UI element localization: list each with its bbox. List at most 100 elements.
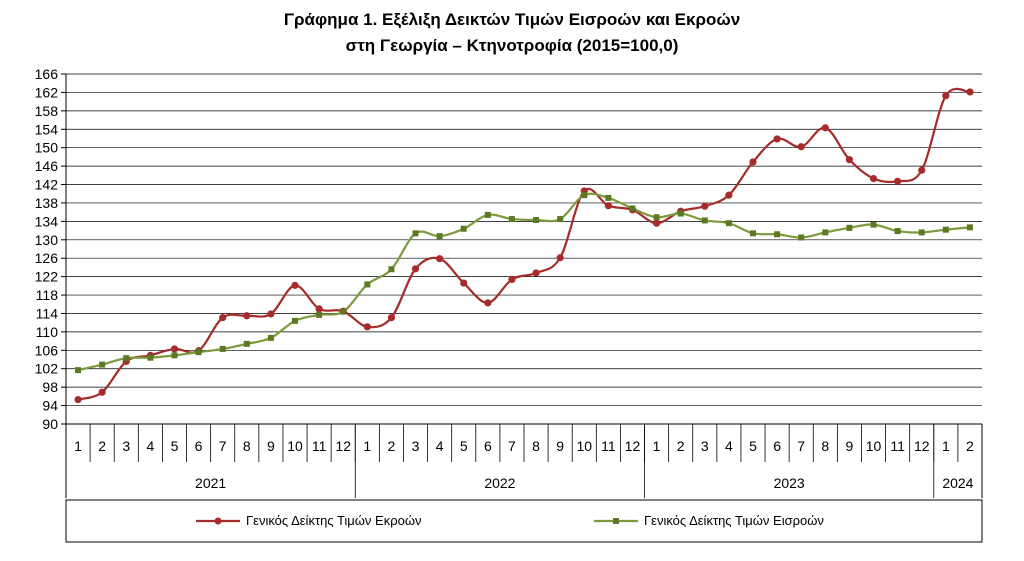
x-tick-label: 12 [625, 438, 641, 454]
y-tick-label: 126 [35, 250, 59, 266]
series-1-point [821, 124, 829, 132]
y-tick-label: 106 [35, 342, 59, 358]
series-1-point [797, 143, 805, 151]
series-2-point [484, 211, 491, 218]
series-1-point [170, 345, 179, 353]
y-tick-label: 150 [35, 140, 59, 156]
series-1-point [532, 269, 540, 277]
series-1-point [918, 166, 926, 174]
year-label: 2021 [195, 475, 226, 491]
series-line-2 [77, 192, 971, 372]
series-1-point [315, 305, 323, 313]
y-tick-label: 138 [35, 195, 59, 211]
x-tick-label: 7 [508, 438, 516, 454]
chart-subtitle: στη Γεωργία – Κτηνοτροφία (2015=100,0) [345, 36, 679, 55]
x-tick-label: 7 [797, 438, 805, 454]
series-1-point [652, 219, 661, 227]
series-1-point [219, 314, 227, 322]
series-1-point [894, 177, 902, 185]
series-2-point [942, 226, 949, 233]
x-tick-label: 5 [749, 438, 757, 454]
x-tick-label: 9 [846, 438, 854, 454]
series-2-point [340, 308, 347, 315]
series-2-point [918, 229, 925, 236]
series-2-point [653, 214, 660, 221]
series-1-point [508, 275, 516, 283]
year-label: 2023 [774, 475, 805, 491]
legend-swatch-outputs-marker [214, 517, 222, 525]
series-1-point [701, 202, 709, 210]
legend-box [65, 499, 983, 543]
x-tick-label: 1 [942, 438, 950, 454]
series-2-point [822, 229, 829, 236]
y-tick-label: 122 [35, 269, 59, 285]
series-2-point [750, 230, 756, 237]
y-tick-label: 142 [35, 177, 59, 193]
year-label: 2024 [942, 475, 973, 491]
series-2-point [701, 217, 708, 224]
axes: 9094981021061101141181221261301341381421… [35, 66, 983, 498]
series-2-point [219, 345, 226, 352]
series-2-point [533, 216, 540, 223]
legend-label-inputs: Γενικός Δείκτης Τιμών Εισροών [644, 513, 824, 528]
x-tick-label: 3 [412, 438, 420, 454]
x-tick-label: 1 [653, 438, 661, 454]
y-tick-label: 94 [42, 398, 58, 414]
x-tick-label: 1 [74, 438, 82, 454]
x-tick-label: 12 [914, 438, 930, 454]
series-2-point [557, 216, 564, 223]
series-2-point [123, 355, 130, 362]
series-1-point [387, 314, 396, 322]
y-tick-label: 146 [35, 158, 59, 174]
series-2-point [436, 233, 443, 240]
x-tick-label: 6 [773, 438, 781, 454]
y-tick-label: 118 [36, 287, 59, 303]
x-tick-label: 5 [171, 438, 179, 454]
series-1-point [869, 174, 878, 183]
y-tick-label: 114 [36, 305, 59, 321]
y-tick-label: 134 [35, 213, 59, 229]
x-tick-label: 3 [122, 438, 130, 454]
x-tick-label: 8 [243, 438, 251, 454]
series-2-point [460, 225, 467, 232]
series-2-point [364, 281, 371, 288]
series-2-point [798, 234, 805, 241]
x-tick-label: 4 [436, 438, 444, 454]
series-2-point [171, 352, 178, 359]
y-tick-label: 102 [35, 361, 59, 377]
series-2-point [605, 194, 612, 201]
series-1-point [604, 202, 612, 210]
series-2-point [508, 216, 515, 223]
x-tick-label: 11 [312, 438, 327, 454]
series-1-point [460, 279, 468, 287]
series-1-point [411, 265, 420, 273]
year-label: 2022 [484, 475, 515, 491]
x-tick-label: 4 [146, 438, 154, 454]
gridlines [66, 73, 982, 425]
series-1-point [556, 254, 564, 262]
series-2-point [725, 220, 732, 227]
x-tick-label: 10 [866, 438, 882, 454]
x-tick-label: 1 [363, 438, 371, 454]
series-2-point [894, 228, 901, 235]
series-2-point [316, 311, 323, 318]
y-tick-label: 130 [35, 232, 59, 248]
x-tick-label: 6 [195, 438, 203, 454]
series-2-point [774, 231, 781, 238]
x-tick-label: 10 [576, 438, 592, 454]
series-2-point [99, 361, 106, 368]
x-tick-label: 12 [335, 438, 351, 454]
y-tick-label: 98 [42, 379, 58, 395]
series-1-point [725, 191, 733, 199]
series-2-point [677, 210, 684, 217]
x-tick-label: 11 [890, 438, 905, 454]
series-2-point [966, 224, 973, 231]
chart-title: Γράφημα 1. Εξέλιξη Δεικτών Τιμών Εισροών… [283, 10, 741, 29]
series-2-point [629, 205, 636, 212]
series-1-point [845, 156, 854, 164]
series-lines [77, 87, 971, 401]
series-1-point [773, 135, 781, 143]
legend-label-outputs: Γενικός Δείκτης Τιμών Εκροών [246, 513, 422, 528]
x-tick-label: 9 [556, 438, 564, 454]
x-tick-label: 2 [966, 438, 974, 454]
